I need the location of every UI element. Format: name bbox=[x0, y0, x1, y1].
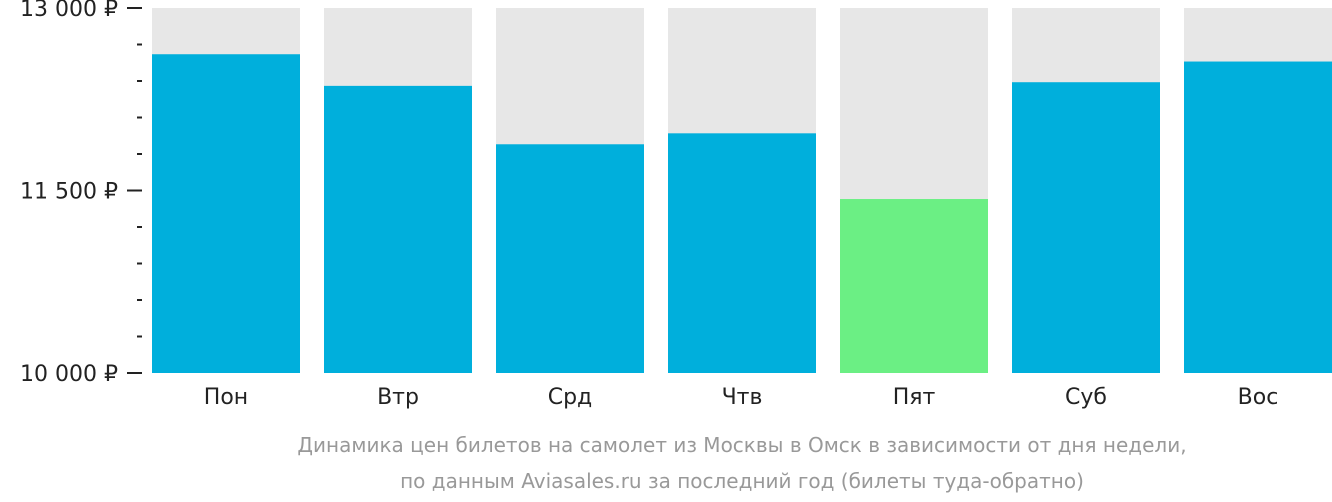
y-tick-label: 13 000 ₽ bbox=[20, 0, 118, 22]
bar bbox=[324, 85, 472, 373]
bar bbox=[668, 133, 816, 373]
x-axis-labels: Пон Втр Срд Чтв Пят Суб Вос bbox=[204, 385, 1279, 410]
x-tick-label: Чтв bbox=[722, 385, 763, 410]
bar-cheapest bbox=[840, 199, 988, 373]
chart-caption-line-1: Динамика цен билетов на самолет из Москв… bbox=[297, 433, 1186, 457]
x-tick-label: Срд bbox=[548, 385, 593, 410]
x-tick-label: Вос bbox=[1238, 385, 1279, 410]
x-tick-label: Суб bbox=[1065, 385, 1107, 410]
chart-caption-line-2: по данным Aviasales.ru за последний год … bbox=[400, 469, 1084, 493]
x-tick-label: Пон bbox=[204, 385, 248, 410]
bar bbox=[1012, 82, 1160, 373]
y-tick-label: 10 000 ₽ bbox=[20, 362, 118, 387]
y-tick-label: 11 500 ₽ bbox=[20, 180, 118, 205]
bar bbox=[152, 54, 300, 373]
x-tick-label: Пят bbox=[893, 385, 936, 410]
bars bbox=[152, 8, 1332, 374]
bar bbox=[1184, 61, 1332, 374]
y-axis: 13 000 ₽ 11 500 ₽ 10 000 ₽ bbox=[20, 0, 142, 387]
bar bbox=[496, 144, 644, 373]
x-tick-label: Втр bbox=[377, 385, 419, 410]
